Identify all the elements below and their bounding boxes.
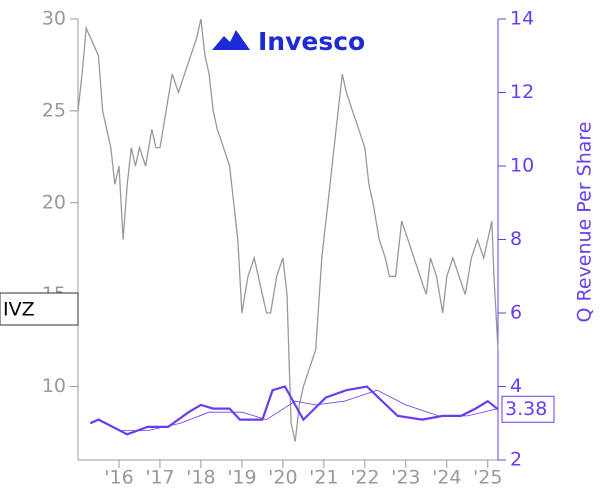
logo-icon [212, 30, 250, 50]
x-tick-label: '25 [473, 467, 502, 489]
series-name: IVZ [3, 299, 35, 321]
y2-tick-label: 2 [510, 449, 522, 471]
x-tick-label: '24 [432, 467, 461, 489]
series-line [89, 385, 499, 436]
x-tick-label: '21 [309, 467, 338, 489]
logo: Invesco [212, 27, 365, 56]
y-tick-label: 30 [42, 8, 66, 30]
series-line [119, 389, 499, 431]
y2-tick-label: 12 [510, 81, 534, 103]
y2-tick-label: 10 [510, 155, 534, 177]
x-tick-label: '20 [268, 467, 297, 489]
y2-axis-label: Q Revenue Per Share [574, 122, 596, 323]
y2-tick-label: 8 [510, 228, 522, 250]
series-line [77, 18, 499, 442]
y-tick-label: 10 [42, 375, 66, 397]
y2-tick-label: 6 [510, 302, 522, 324]
x-tick-label: '17 [145, 467, 174, 489]
y-tick-label: 20 [42, 191, 66, 213]
y-tick-label: 25 [42, 99, 66, 121]
x-tick-label: '22 [350, 467, 379, 489]
series-name-box [0, 292, 79, 326]
y2-tick-label: 4 [510, 375, 522, 397]
value-label: 3.38 [505, 398, 547, 420]
x-tick-label: '18 [186, 467, 215, 489]
logo-text: Invesco [258, 27, 365, 56]
value-label-box [501, 395, 555, 423]
y2-tick-label: 14 [510, 8, 534, 30]
x-tick-label: '16 [104, 467, 133, 489]
x-tick-label: '23 [391, 467, 420, 489]
x-tick-label: '19 [227, 467, 256, 489]
